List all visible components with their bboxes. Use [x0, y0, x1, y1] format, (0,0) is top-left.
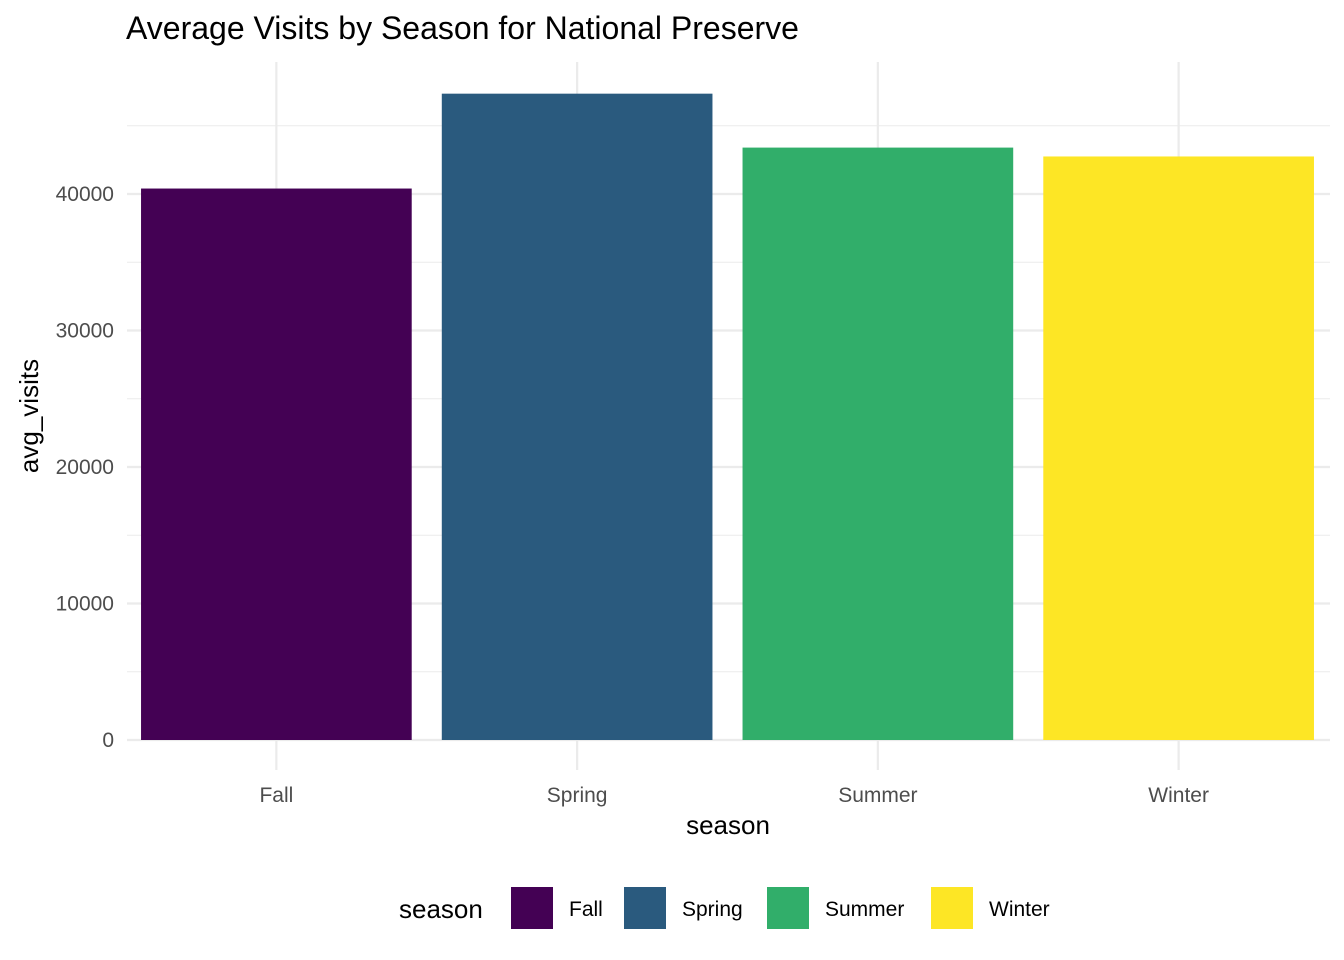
legend-label-fall: Fall — [569, 898, 603, 921]
y-tick-label: 20000 — [56, 456, 114, 479]
legend-title: season — [399, 894, 483, 924]
bar-winter — [1043, 156, 1314, 740]
legend-key-fall — [511, 887, 553, 929]
y-tick-label: 30000 — [56, 320, 114, 343]
legend-label-spring: Spring — [682, 898, 743, 921]
chart-title: Average Visits by Season for National Pr… — [126, 10, 799, 46]
bar-summer — [742, 147, 1014, 741]
x-tick-labels: Fall Spring Summer Winter — [259, 784, 1209, 807]
y-tick-label: 40000 — [56, 183, 114, 206]
x-tick-label: Summer — [838, 784, 917, 807]
x-tick-label: Fall — [259, 784, 293, 807]
bar-spring — [441, 93, 713, 741]
bar-fall — [141, 188, 412, 741]
legend-label-winter: Winter — [989, 898, 1050, 921]
legend-key-summer — [767, 887, 809, 929]
bars-group — [141, 93, 1314, 741]
y-axis-title: avg_visits — [14, 359, 44, 473]
legend-label-summer: Summer — [825, 898, 904, 921]
x-tick-label: Winter — [1148, 784, 1209, 807]
y-tick-labels: 0 10000 20000 30000 40000 — [56, 183, 114, 752]
legend-key-winter — [931, 887, 973, 929]
x-axis-title: season — [686, 810, 770, 840]
y-tick-label: 0 — [102, 729, 114, 752]
y-tick-label: 10000 — [56, 593, 114, 616]
x-tick-label: Spring — [547, 784, 608, 807]
legend-key-spring — [624, 887, 666, 929]
legend: season Fall Spring Summer Winter — [399, 887, 1050, 929]
